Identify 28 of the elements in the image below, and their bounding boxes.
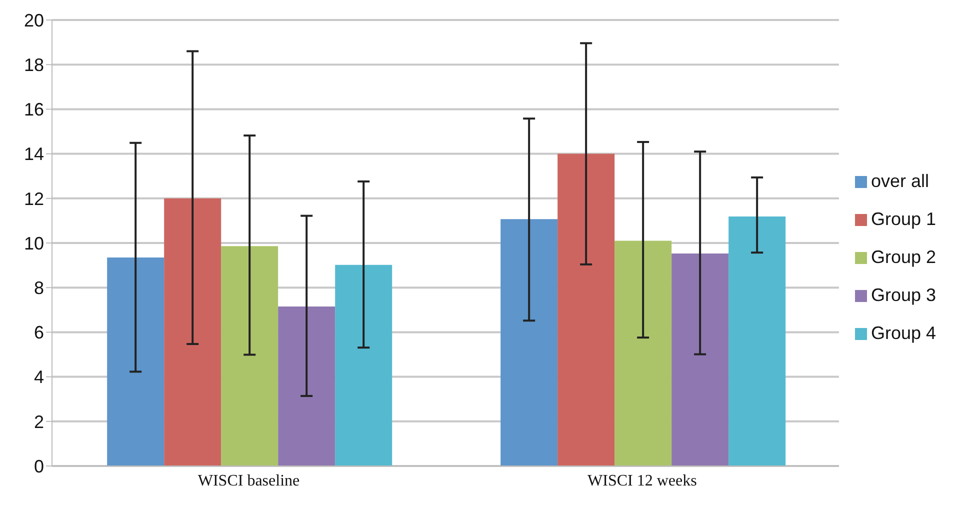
bar (614, 240, 672, 466)
bar (164, 198, 222, 466)
y-tick-label: 18 (24, 54, 44, 75)
y-tick-label: 10 (24, 233, 44, 254)
x-tick-label: WISCI 12 weeks (588, 472, 697, 490)
bar (278, 306, 336, 466)
y-tick-label: 4 (34, 367, 44, 388)
y-tick-label: 12 (24, 188, 44, 209)
bar (500, 219, 558, 466)
y-tick-label: 0 (34, 456, 44, 476)
x-tick-label: WISCI baseline (198, 472, 300, 490)
bar (728, 216, 786, 466)
legend-label: Group 1 (870, 209, 936, 229)
y-tick-label: 20 (24, 10, 44, 30)
bar (221, 246, 278, 466)
bar (107, 257, 164, 466)
y-tick-label: 8 (34, 278, 44, 298)
bar (335, 264, 392, 466)
legend-label: Group 2 (870, 247, 936, 267)
y-tick-label: 16 (24, 100, 44, 120)
legend-label: over all (870, 171, 929, 191)
bar (672, 253, 729, 466)
bar (558, 154, 615, 466)
y-tick-label: 6 (34, 322, 44, 343)
legend-label: Group 4 (870, 323, 936, 343)
y-tick-label: 2 (34, 412, 44, 432)
legend-label: Group 3 (870, 285, 936, 305)
y-tick-label: 14 (24, 144, 44, 164)
